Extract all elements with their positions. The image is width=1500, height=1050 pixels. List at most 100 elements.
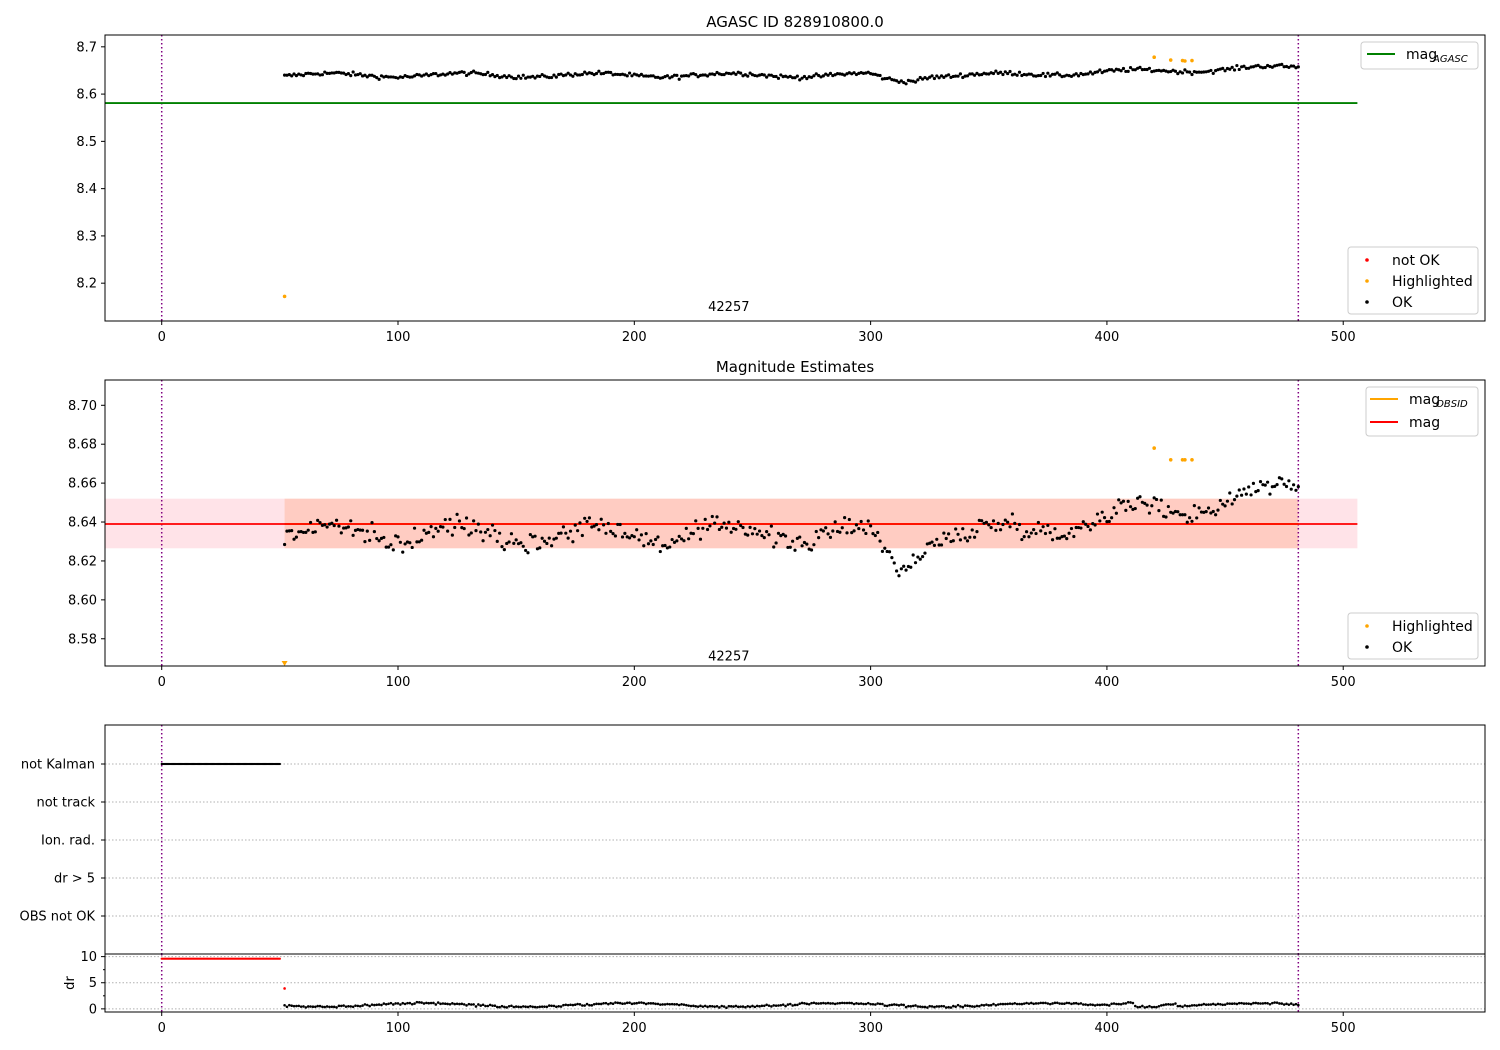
ok-point — [722, 521, 726, 525]
ok-point — [1124, 1002, 1128, 1005]
ok-point — [755, 1004, 759, 1008]
ok-point — [1143, 67, 1147, 72]
ok-point — [616, 522, 620, 527]
ok-point — [786, 545, 790, 550]
ok-point — [1240, 1001, 1243, 1005]
ok-point — [788, 74, 792, 78]
y-tick-label: 8.7 — [76, 40, 97, 55]
ok-point — [526, 75, 530, 79]
ok-point — [845, 531, 849, 535]
ok-point — [795, 536, 799, 540]
ok-point — [1147, 511, 1152, 515]
ok-point — [746, 74, 750, 78]
ok-point — [346, 72, 350, 76]
ok-point — [1121, 499, 1126, 503]
ok-point — [1053, 1001, 1057, 1005]
ok-point — [413, 1002, 416, 1005]
ok-point — [611, 1002, 615, 1006]
ok-point — [826, 1001, 830, 1005]
ok-point — [720, 525, 724, 529]
ok-point — [566, 1003, 570, 1007]
ok-point — [944, 1006, 948, 1009]
x-tick-label: 300 — [858, 1021, 883, 1036]
ok-point — [972, 73, 977, 77]
ok-point — [814, 1002, 818, 1005]
ok-point — [1162, 1003, 1165, 1007]
ok-point — [448, 1002, 452, 1006]
ok-point — [725, 1006, 728, 1010]
ok-point — [701, 526, 705, 530]
ok-point — [1029, 531, 1033, 535]
ok-point — [1242, 1002, 1246, 1005]
ok-point — [613, 534, 618, 538]
ok-point — [843, 73, 847, 77]
ok-point — [287, 73, 291, 77]
ok-point — [509, 75, 514, 79]
ok-point — [1034, 531, 1038, 536]
ok-point — [325, 71, 329, 75]
ok-point — [1181, 1005, 1184, 1009]
ok-point — [1166, 504, 1170, 509]
ok-point — [1150, 1005, 1154, 1009]
ok-point — [1046, 523, 1050, 528]
ok-point — [1004, 1002, 1007, 1006]
ok-point — [965, 539, 970, 543]
ok-point — [1284, 484, 1289, 489]
ok-point — [973, 1005, 976, 1008]
ok-point — [339, 531, 343, 535]
ok-point — [1152, 1005, 1156, 1009]
ok-point — [304, 1006, 308, 1009]
ok-point — [595, 1002, 598, 1006]
ok-point — [583, 1004, 586, 1007]
ok-point — [1017, 522, 1022, 527]
ok-point — [368, 538, 372, 542]
ok-point — [710, 514, 714, 519]
ok-point — [469, 70, 473, 75]
ok-point — [992, 1002, 995, 1006]
ok-point — [1252, 1001, 1255, 1005]
ok-point — [980, 519, 984, 523]
y-tick-label: 5 — [89, 976, 97, 991]
ok-point — [1216, 1002, 1220, 1006]
ok-point — [292, 72, 296, 76]
ok-point — [555, 1005, 558, 1009]
legend-marker-swatch — [1365, 300, 1369, 304]
ok-point — [389, 75, 393, 79]
ok-point — [1289, 64, 1293, 68]
ok-point — [618, 522, 622, 527]
ok-point — [604, 1001, 608, 1005]
ok-point — [928, 75, 932, 79]
ok-point — [1102, 69, 1107, 73]
ok-point — [685, 1003, 688, 1007]
ok-point — [705, 74, 710, 78]
ok-point — [653, 75, 658, 79]
ok-point — [292, 537, 296, 541]
ok-point — [1110, 68, 1114, 72]
ok-point — [708, 524, 712, 528]
ok-point — [1221, 1003, 1225, 1007]
ok-point — [795, 74, 799, 78]
ok-point — [521, 544, 525, 548]
ok-point — [514, 538, 518, 542]
ok-point — [897, 1004, 901, 1007]
ok-point — [694, 73, 698, 77]
ok-point — [883, 546, 887, 550]
ok-point — [852, 1002, 856, 1006]
x-tick-label: 500 — [1331, 330, 1356, 345]
ok-point — [566, 71, 570, 75]
ok-point — [1164, 1003, 1168, 1006]
ok-point — [561, 525, 566, 529]
ok-point — [762, 1004, 766, 1008]
ok-point — [892, 561, 896, 565]
ok-point — [1058, 536, 1062, 540]
ok-point — [689, 531, 693, 535]
ok-point — [328, 1005, 331, 1009]
ok-point — [904, 568, 908, 572]
ok-point — [460, 1002, 464, 1006]
ok-point — [1256, 63, 1260, 67]
ok-point — [887, 550, 892, 554]
ok-point — [918, 1005, 922, 1008]
ok-point — [1261, 483, 1265, 487]
ok-point — [1138, 495, 1142, 499]
ok-point — [817, 536, 821, 540]
